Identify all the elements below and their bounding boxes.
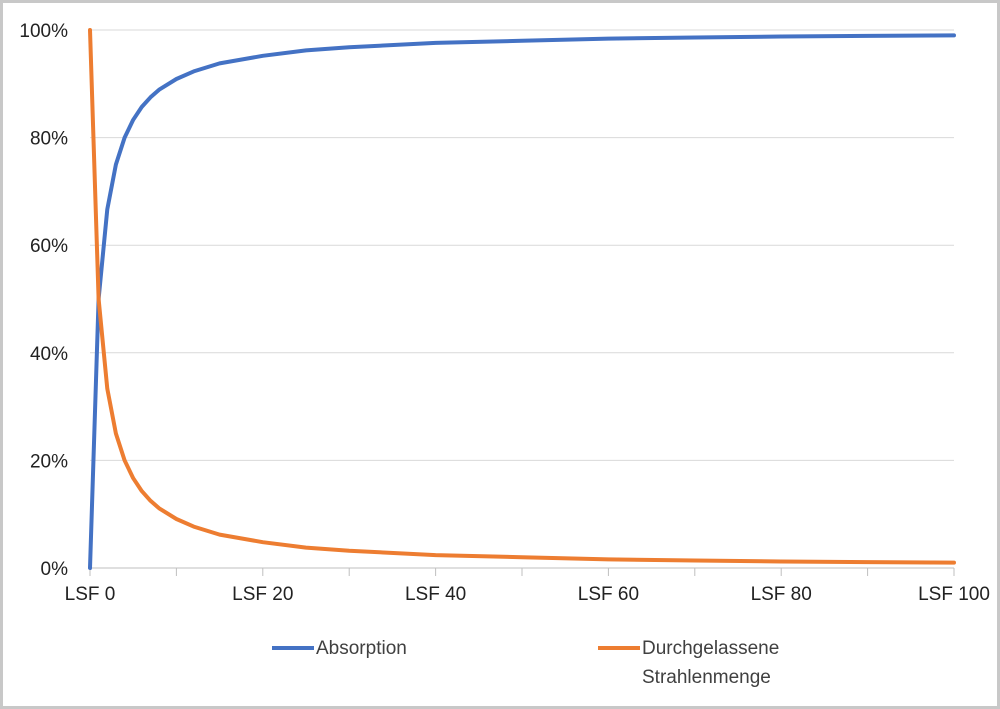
- series-line-durchgelassene-strahlenmenge: [88, 28, 956, 565]
- legend-label-durchgelassene: Durchgelassene: [642, 638, 779, 659]
- x-tick-label: LSF 0: [65, 584, 116, 605]
- y-tick-label: 20%: [30, 451, 68, 472]
- legend-label-absorption: Absorption: [316, 638, 407, 659]
- x-tick-label: LSF 100: [918, 584, 990, 605]
- legend: Absorption Durchgelassene Strahlenmenge: [272, 638, 779, 688]
- y-tick-label: 60%: [30, 236, 68, 257]
- legend-label-strahlenmenge: Strahlenmenge: [642, 667, 771, 688]
- x-tick-label: LSF 20: [232, 584, 293, 605]
- gridlines: [90, 29, 954, 461]
- x-tick-label: LSF 60: [578, 584, 639, 605]
- y-tick-label: 0%: [41, 559, 69, 580]
- y-axis-tick-labels: 0% 20% 40% 60% 80% 100%: [19, 21, 68, 580]
- y-tick-label: 40%: [30, 344, 68, 365]
- series-line-absorption: [88, 33, 956, 570]
- x-axis-tick-labels: LSF 0 LSF 20 LSF 40 LSF 60 LSF 80 LSF 100: [65, 584, 990, 605]
- y-tick-label: 100%: [19, 21, 68, 42]
- series-lines: [88, 28, 956, 570]
- x-tick-label: LSF 40: [405, 584, 466, 605]
- y-tick-label: 80%: [30, 129, 68, 150]
- x-axis: [89, 567, 955, 576]
- x-tick-label: LSF 80: [751, 584, 812, 605]
